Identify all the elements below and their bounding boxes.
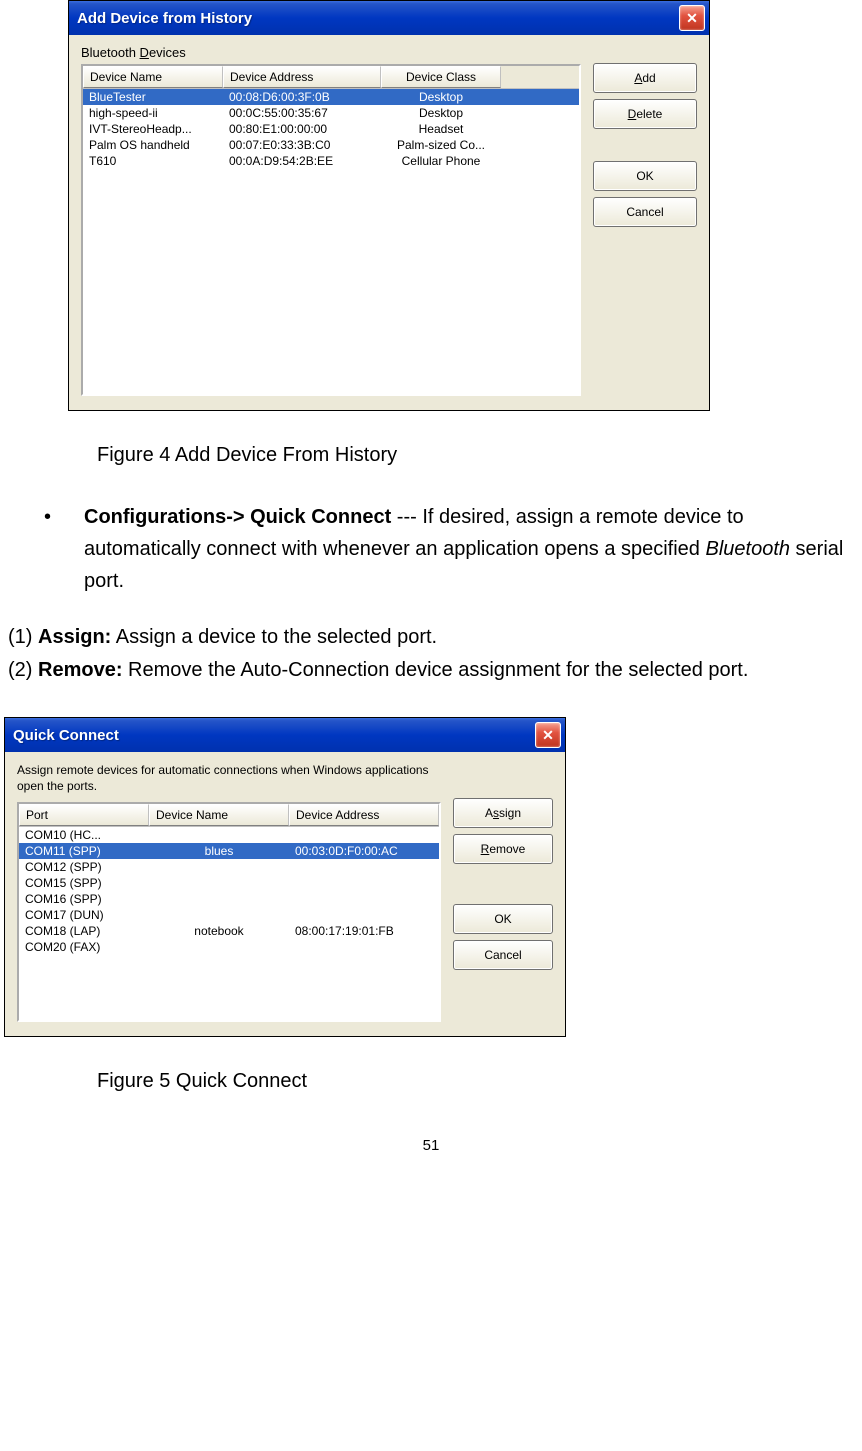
cell-addr: 00:07:E0:33:3B:C0 — [223, 137, 381, 153]
table-row[interactable]: COM11 (SPP)blues00:03:0D:F0:00:AC — [19, 843, 439, 859]
table-row[interactable]: BlueTester00:08:D6:00:3F:0BDesktop — [83, 89, 579, 105]
table-row[interactable]: COM12 (SPP) — [19, 859, 439, 875]
table-row[interactable]: COM17 (DUN) — [19, 907, 439, 923]
dialog-intro: Assign remote devices for automatic conn… — [17, 762, 441, 794]
page-number: 51 — [0, 1137, 862, 1154]
device-listbox[interactable]: Device Name Device Address Device Class … — [81, 64, 581, 396]
cell-addr: 00:0A:D9:54:2B:EE — [223, 153, 381, 169]
titlebar: Add Device from History ✕ — [69, 1, 709, 35]
cell-addr: 08:00:17:19:01:FB — [289, 923, 439, 939]
close-icon[interactable]: ✕ — [679, 5, 705, 31]
figure-caption-1: Figure 4 Add Device From History — [93, 439, 862, 471]
cell-name: IVT-StereoHeadp... — [83, 121, 223, 137]
table-row[interactable]: IVT-StereoHeadp...00:80:E1:00:00:00Heads… — [83, 121, 579, 137]
add-device-dialog: Add Device from History ✕ Bluetooth Devi… — [68, 0, 710, 411]
cell-name: high-speed-ii — [83, 105, 223, 121]
numbered-1: (1) Assign: Assign a device to the selec… — [4, 621, 862, 654]
cell-port: COM20 (FAX) — [19, 939, 149, 955]
col-device-name[interactable]: Device Name — [149, 804, 289, 826]
cell-addr — [289, 875, 439, 891]
cell-class: Desktop — [381, 89, 501, 105]
cell-name: Palm OS handheld — [83, 137, 223, 153]
cell-name — [149, 827, 289, 843]
col-device-address[interactable]: Device Address — [223, 66, 381, 88]
cell-class: Cellular Phone — [381, 153, 501, 169]
cell-addr — [289, 891, 439, 907]
bullet-italic: Bluetooth — [705, 538, 790, 560]
cell-port: COM15 (SPP) — [19, 875, 149, 891]
table-row[interactable]: COM10 (HC... — [19, 827, 439, 843]
bullet-item: • Configurations-> Quick Connect --- If … — [40, 501, 862, 597]
quick-connect-dialog: Quick Connect ✕ Assign remote devices fo… — [4, 717, 566, 1037]
num1-b: Assign: — [38, 626, 111, 648]
remove-button[interactable]: Remove — [453, 834, 553, 864]
figure-caption-2: Figure 5 Quick Connect — [93, 1065, 862, 1097]
listbox-header: Port Device Name Device Address — [19, 804, 439, 827]
table-row[interactable]: high-speed-ii00:0C:55:00:35:67Desktop — [83, 105, 579, 121]
bullet-lead: Configurations-> Quick Connect — [84, 506, 391, 528]
add-button[interactable]: Add — [593, 63, 697, 93]
num2-t: Remove the Auto-Connection device assign… — [122, 659, 748, 681]
cell-addr — [289, 939, 439, 955]
num1-t: Assign a device to the selected port. — [111, 626, 437, 648]
cell-port: COM16 (SPP) — [19, 891, 149, 907]
num1-n: (1) — [8, 626, 38, 648]
cancel-button[interactable]: Cancel — [453, 940, 553, 970]
ok-button[interactable]: OK — [593, 161, 697, 191]
group-label: Bluetooth Devices — [81, 45, 581, 60]
cell-class: Desktop — [381, 105, 501, 121]
col-device-name[interactable]: Device Name — [83, 66, 223, 88]
num2-n: (2) — [8, 659, 38, 681]
table-row[interactable]: Palm OS handheld00:07:E0:33:3B:C0Palm-si… — [83, 137, 579, 153]
cell-addr: 00:03:0D:F0:00:AC — [289, 843, 439, 859]
table-row[interactable]: COM20 (FAX) — [19, 939, 439, 955]
listbox-header: Device Name Device Address Device Class — [83, 66, 579, 89]
cancel-button[interactable]: Cancel — [593, 197, 697, 227]
cell-port: COM10 (HC... — [19, 827, 149, 843]
num2-b: Remove: — [38, 659, 122, 681]
col-port[interactable]: Port — [19, 804, 149, 826]
cell-addr: 00:0C:55:00:35:67 — [223, 105, 381, 121]
close-icon[interactable]: ✕ — [535, 722, 561, 748]
cell-name: blues — [149, 843, 289, 859]
cell-name — [149, 907, 289, 923]
cell-name: T610 — [83, 153, 223, 169]
titlebar: Quick Connect ✕ — [5, 718, 565, 752]
ok-button[interactable]: OK — [453, 904, 553, 934]
dialog-title: Add Device from History — [77, 10, 679, 27]
table-row[interactable]: COM18 (LAP)notebook08:00:17:19:01:FB — [19, 923, 439, 939]
bullet-icon: • — [44, 501, 84, 597]
cell-class: Headset — [381, 121, 501, 137]
cell-addr — [289, 859, 439, 875]
delete-button[interactable]: Delete — [593, 99, 697, 129]
cell-addr: 00:80:E1:00:00:00 — [223, 121, 381, 137]
table-row[interactable]: COM16 (SPP) — [19, 891, 439, 907]
table-row[interactable]: COM15 (SPP) — [19, 875, 439, 891]
col-device-class[interactable]: Device Class — [381, 66, 501, 88]
cell-addr: 00:08:D6:00:3F:0B — [223, 89, 381, 105]
cell-port: COM12 (SPP) — [19, 859, 149, 875]
cell-addr — [289, 907, 439, 923]
cell-name: BlueTester — [83, 89, 223, 105]
cell-name — [149, 891, 289, 907]
cell-name — [149, 875, 289, 891]
table-row[interactable]: T61000:0A:D9:54:2B:EECellular Phone — [83, 153, 579, 169]
numbered-2: (2) Remove: Remove the Auto-Connection d… — [4, 654, 862, 687]
cell-addr — [289, 827, 439, 843]
cell-port: COM18 (LAP) — [19, 923, 149, 939]
dialog-title: Quick Connect — [13, 727, 535, 744]
cell-port: COM17 (DUN) — [19, 907, 149, 923]
cell-name — [149, 859, 289, 875]
cell-name — [149, 939, 289, 955]
port-listbox[interactable]: Port Device Name Device Address COM10 (H… — [17, 802, 441, 1022]
cell-name: notebook — [149, 923, 289, 939]
assign-button[interactable]: Assign — [453, 798, 553, 828]
cell-port: COM11 (SPP) — [19, 843, 149, 859]
col-device-address[interactable]: Device Address — [289, 804, 439, 826]
cell-class: Palm-sized Co... — [381, 137, 501, 153]
